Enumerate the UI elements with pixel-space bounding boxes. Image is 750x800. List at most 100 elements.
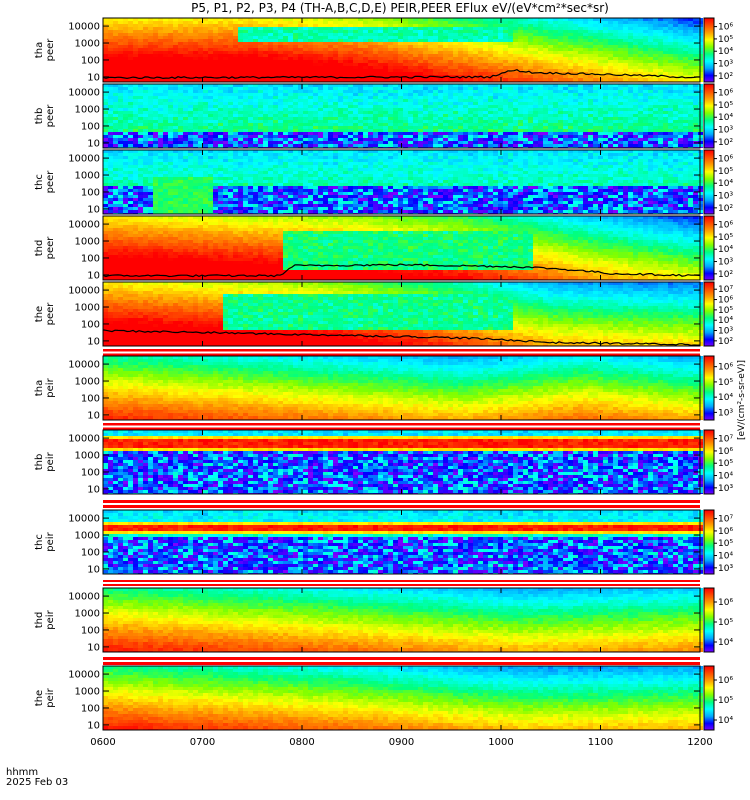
colorbar-tick-label: 10³ (718, 60, 733, 70)
colorbar-tick-label: 10³ (718, 408, 733, 418)
panel-10-spectrogram (103, 666, 703, 730)
x-tick-label: 1100 (588, 737, 613, 748)
date-label: 2025 Feb 03 (6, 777, 68, 788)
colorbar-tick-label: 10² (718, 270, 733, 280)
colorbar-tick-label: 10² (718, 138, 733, 148)
colorbar-frame (703, 509, 715, 575)
panel-10: 10 100 1000 10000 the peir 10⁴ 10⁵ 10⁶ (34, 665, 733, 731)
colorbar-tick-label: 10⁷ (718, 435, 733, 445)
colorbar-tick-label: 10³ (718, 564, 733, 574)
panel-3: 10 100 1000 10000 thc peer 10² 10³ 10⁴ 10⁵ 10⁶ (34, 149, 733, 215)
panel-7: 10 100 1000 10000 thb peir 10³ 10⁴ 10⁵ 10⁶ 10⁷ (34, 429, 733, 495)
y-tick-label: 10 (87, 410, 100, 421)
panel-8-colorbar: 10³ 10⁴ 10⁵ 10⁶ 10⁷ (703, 509, 733, 575)
x-tick-label: 0700 (190, 737, 215, 748)
colorbar-tick-label: 10⁵ (718, 306, 733, 316)
y-tick-label: 100 (81, 393, 100, 404)
y-tick-label: 100 (81, 121, 100, 132)
panel-1-probe-label: tha (34, 42, 45, 58)
colorbar-frame (703, 587, 715, 653)
colorbar-tick-label: 10⁴ (718, 716, 733, 726)
y-tick-label: 1000 (75, 303, 100, 314)
colorbar-tick-label: 10⁴ (718, 393, 733, 403)
y-tick-label: 1000 (75, 531, 100, 542)
panel-9-colorbar: 10⁴ 10⁵ 10⁶ (703, 587, 733, 653)
y-tick-label: 100 (81, 547, 100, 558)
colorbar-tick-label: 10⁵ (718, 696, 733, 706)
panel-8-species-label: peir (45, 531, 56, 551)
y-tick-label: 10000 (68, 670, 100, 681)
panel-2-probe-label: thb (34, 108, 45, 125)
y-tick-label: 1000 (75, 609, 100, 620)
y-tick-label: 1000 (75, 105, 100, 116)
colorbar-tick-label: 10⁴ (718, 113, 733, 123)
colorbar-frame (703, 665, 715, 731)
colorbar-frame (703, 83, 715, 149)
y-tick-label: 1000 (75, 451, 100, 462)
y-tick-label: 10 (87, 642, 100, 653)
colorbar-tick-label: 10³ (718, 192, 733, 202)
panel-5-spectrogram (103, 282, 703, 346)
x-tick-label: 0900 (389, 737, 414, 748)
panel-6-spectrogram (103, 356, 703, 420)
panel-1-species-label: peer (45, 38, 56, 62)
colorbar-frame (703, 429, 715, 495)
y-tick-label: 10 (87, 564, 100, 575)
panel-7-spectrogram (103, 430, 703, 494)
panel-6: 10 100 1000 10000 tha peir 10³ 10⁴ 10⁵ 10⁶ (34, 355, 733, 421)
y-tick-label: 1000 (75, 237, 100, 248)
panel-1: 10 100 1000 10000 tha peer 10² 10³ 10⁴ 10⁵ 10⁶ (34, 17, 733, 83)
colorbar-tick-label: 10⁵ (718, 539, 733, 549)
panel-7-probe-label: thb (34, 454, 45, 471)
y-tick-label: 1000 (75, 171, 100, 182)
panel-3-probe-label: thc (34, 174, 45, 190)
colorbar-tick-label: 10³ (718, 327, 733, 337)
panel-8: 10 100 1000 10000 thc peir 10³ 10⁴ 10⁵ 10⁶ 10⁷ (34, 509, 733, 575)
y-tick-label: 10 (87, 720, 100, 731)
y-tick-label: 10000 (68, 88, 100, 99)
colorbar-tick-label: 10⁴ (718, 179, 733, 189)
y-tick-label: 1000 (75, 377, 100, 388)
colorbar-tick-label: 10⁴ (718, 47, 733, 57)
panel-9-probe-label: thd (34, 612, 45, 629)
colorbar-tick-label: 10⁶ (718, 89, 733, 99)
panel-3-colorbar: 10² 10³ 10⁴ 10⁵ 10⁶ (703, 149, 733, 215)
panel-8-spectrogram (103, 510, 703, 574)
colorbar-tick-label: 10⁵ (718, 378, 733, 388)
panel-2: 10 100 1000 10000 thb peer 10² 10³ 10⁴ 10⁵ 10⁶ (34, 83, 733, 149)
y-tick-label: 10000 (68, 154, 100, 165)
y-tick-label: 10000 (68, 286, 100, 297)
fill-stripe-line-3 (103, 503, 700, 505)
panel-9-spectrogram (103, 588, 703, 652)
y-tick-label: 10000 (68, 434, 100, 445)
colorbar-tick-label: 10² (718, 337, 733, 347)
colorbar-units-label: [eV/(cm²-s-sr-eV)] (737, 360, 747, 440)
fill-stripe-line-4 (103, 582, 700, 584)
panel-7-colorbar: 10³ 10⁴ 10⁵ 10⁶ 10⁷ (703, 429, 733, 495)
colorbar-tick-label: 10⁴ (718, 552, 733, 562)
colorbar-tick-label: 10⁵ (718, 459, 733, 469)
panel-2-species-label: peer (45, 104, 56, 128)
panel-6-species-label: peir (45, 377, 56, 397)
y-tick-label: 10 (87, 138, 100, 149)
panel-10-probe-label: the (34, 690, 45, 706)
y-tick-label: 1000 (75, 687, 100, 698)
colorbar-tick-label: 10² (718, 204, 733, 214)
colorbar-tick-label: 10⁶ (718, 598, 733, 608)
panel-1-colorbar: 10² 10³ 10⁴ 10⁵ 10⁶ (703, 17, 733, 83)
y-tick-label: 100 (81, 703, 100, 714)
y-tick-label: 100 (81, 319, 100, 330)
colorbar-tick-label: 10⁵ (718, 35, 733, 45)
colorbar-tick-label: 10⁶ (718, 296, 733, 306)
y-tick-label: 10000 (68, 360, 100, 371)
colorbar-tick-label: 10³ (718, 126, 733, 136)
colorbar-tick-label: 10⁴ (718, 316, 733, 326)
colorbar-tick-label: 10⁶ (718, 221, 733, 231)
y-tick-label: 10000 (68, 22, 100, 33)
y-tick-label: 10000 (68, 220, 100, 231)
panel-5-species-label: peer (45, 302, 56, 326)
y-tick-label: 10 (87, 336, 100, 347)
